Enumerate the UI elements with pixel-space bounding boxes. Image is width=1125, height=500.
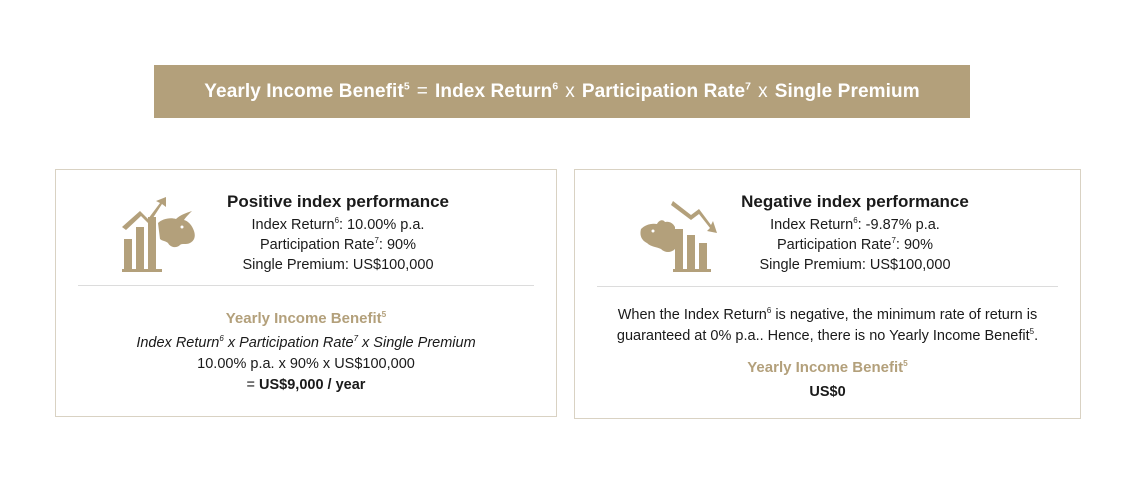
- banner-single-premium: Single Premium: [774, 80, 920, 102]
- formula-banner: Yearly Income Benefit5 = Index Return6 x…: [154, 65, 970, 118]
- negative-yib-label: Yearly Income Benefit5: [747, 359, 908, 376]
- negative-result: US$0: [809, 384, 846, 400]
- bear-icon: [640, 201, 717, 272]
- bull-icon: [122, 197, 195, 272]
- positive-card-body: Yearly Income Benefit5 Index Return6 x P…: [56, 308, 556, 396]
- positive-card-header: Positive index performance Index Return6…: [56, 170, 556, 283]
- positive-card-title: Positive index performance: [226, 192, 450, 211]
- banner-times-1: x: [565, 80, 575, 102]
- positive-yib-label: Yearly Income Benefit5: [225, 310, 387, 327]
- negative-card-divider: [597, 286, 1058, 287]
- negative-participation-rate: Participation Rate7: 90%: [777, 236, 933, 253]
- positive-card-divider: [78, 285, 534, 286]
- banner-participation-rate: Participation Rate7: [581, 80, 752, 102]
- banner-index-return: Index Return6: [434, 80, 559, 102]
- negative-card-details: Negative index performance Index Return6…: [720, 192, 990, 275]
- negative-single-premium: Single Premium: US$100,000: [759, 257, 951, 273]
- positive-result: = US$9,000 / year: [246, 377, 366, 393]
- banner-times-2: x: [758, 80, 768, 102]
- negative-performance-card: Negative index performance Index Return6…: [574, 169, 1081, 419]
- negative-index-return: Index Return6: -9.87% p.a.: [770, 216, 940, 233]
- positive-formula: Index Return6 x Participation Rate7 x Si…: [136, 334, 476, 351]
- positive-participation-rate: Participation Rate7: 90%: [260, 236, 416, 253]
- negative-card-header: Negative index performance Index Return6…: [575, 170, 1080, 283]
- negative-card-title: Negative index performance: [741, 192, 969, 211]
- positive-card-details: Positive index performance Index Return6…: [218, 192, 458, 275]
- positive-calculation: 10.00% p.a. x 90% x US$100,000: [197, 356, 415, 372]
- positive-performance-card: Positive index performance Index Return6…: [55, 169, 557, 417]
- banner-yib: Yearly Income Benefit5: [204, 80, 410, 102]
- negative-note: When the Index Return6 is negative, the …: [616, 306, 1039, 344]
- positive-index-return: Index Return6: 10.00% p.a.: [251, 216, 425, 233]
- negative-card-body: When the Index Return6 is negative, the …: [575, 305, 1080, 403]
- positive-single-premium: Single Premium: US$100,000: [242, 257, 434, 273]
- banner-equals: =: [416, 80, 428, 102]
